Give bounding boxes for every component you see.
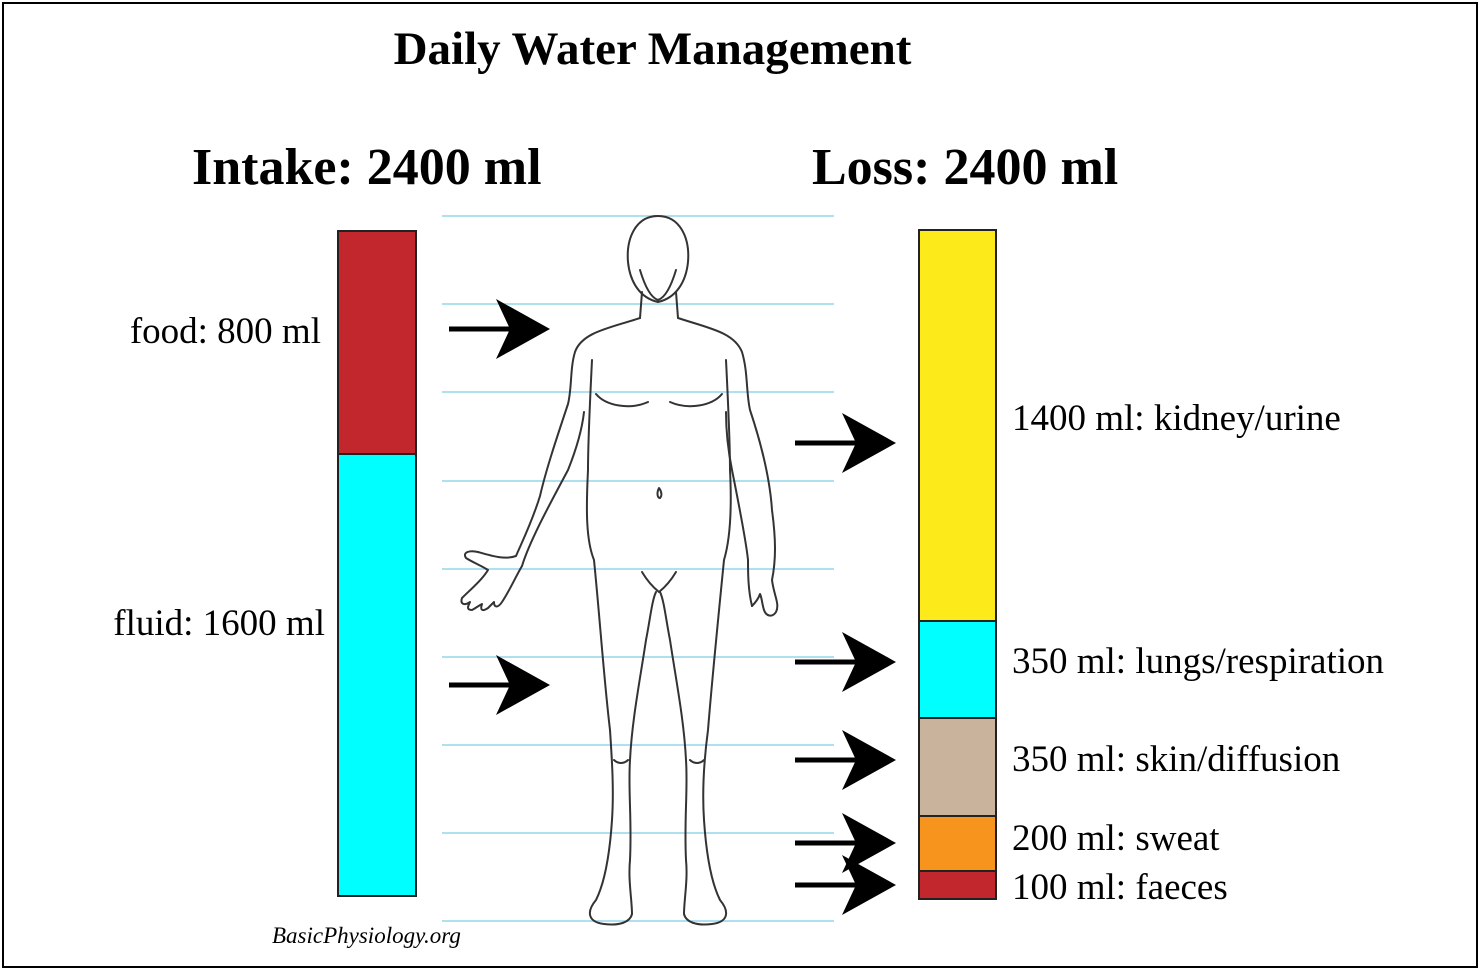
guide-lines [442,215,834,922]
intake-label-fluid: fluid: 1600 ml [113,603,325,644]
loss-stacked-bar [918,229,997,900]
right-arrow-icon [795,413,896,473]
right-arrow-icon [795,730,896,790]
right-arrow-icon [795,855,896,915]
intake-heading: Intake: 2400 ml [192,139,542,196]
loss-label-skin: 350 ml: skin/diffusion [1012,739,1341,780]
loss-segment [920,231,995,621]
right-arrow-icon [795,632,896,692]
flow-arrows [449,299,896,915]
loss-segment [920,620,995,718]
intake-segment [339,453,415,895]
loss-label-faeces: 100 ml: faeces [1012,867,1228,908]
human-body-outline-icon [460,215,779,926]
intake-stacked-bar [337,230,417,897]
loss-label-sweat: 200 ml: sweat [1012,818,1220,859]
credit-text: BasicPhysiology.org [272,923,461,948]
loss-label-lungs: 350 ml: lungs/respiration [1012,641,1385,682]
right-arrow-icon [449,299,550,359]
intake-segment [339,232,415,453]
loss-segment [920,717,995,815]
loss-heading: Loss: 2400 ml [812,139,1119,196]
loss-label-kidney: 1400 ml: kidney/urine [1012,398,1341,439]
diagram-title: Daily Water Management [393,23,912,75]
loss-segment [920,814,995,871]
right-arrow-icon [449,655,550,715]
intake-label-food: food: 800 ml [129,311,321,352]
loss-segment [920,870,995,898]
right-arrow-icon [795,813,896,873]
